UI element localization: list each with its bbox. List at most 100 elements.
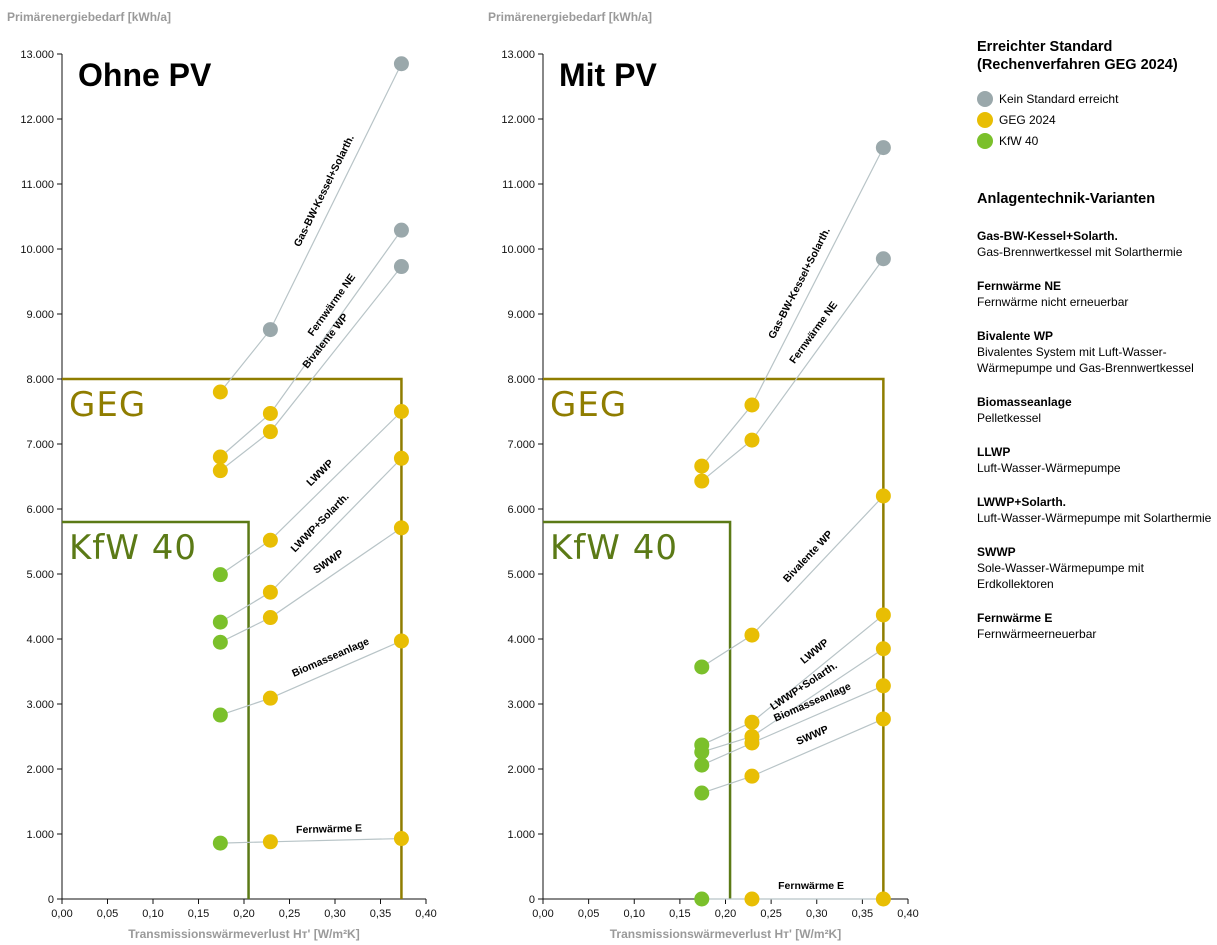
y-tick-label: 6.000 bbox=[26, 504, 54, 516]
data-point-bivalente-wp bbox=[262, 424, 278, 440]
variant-desc: Sole-Wasser-Wärmepumpe mit Erdkollektore… bbox=[977, 561, 1144, 591]
y-tick-label: 2.000 bbox=[507, 764, 535, 776]
threshold-label-kfw-40: KfW 40 bbox=[69, 528, 197, 568]
x-tick-label: 0,05 bbox=[97, 908, 118, 920]
y-tick-label: 0 bbox=[48, 894, 54, 906]
x-axis-label: Transmissionswärmeverlust Hᴛ' [W/m²K] bbox=[610, 927, 841, 941]
data-point-swwp bbox=[212, 634, 228, 650]
data-point-lwwp bbox=[875, 607, 891, 623]
panel-title: Ohne PV bbox=[78, 57, 212, 93]
x-tick-label: 0,05 bbox=[578, 908, 599, 920]
legend: Erreichter Standard (Rechenverfahren GEG… bbox=[977, 38, 1217, 660]
variant-item: Fernwärme NE Fernwärme nicht erneuerbar bbox=[977, 278, 1217, 310]
data-point-lwwp-solarth bbox=[212, 614, 228, 630]
variant-item: SWWP Sole-Wasser-Wärmepumpe mit Erdkollek… bbox=[977, 544, 1217, 592]
variant-desc: Fernwärme nicht erneuerbar bbox=[977, 295, 1129, 309]
variant-desc: Pelletkessel bbox=[977, 411, 1042, 425]
chart-panel-ohne-pv: Primärenergiebedarf [kWh/a] Transmissions… bbox=[7, 10, 437, 941]
variants-list: Gas-BW-Kessel+Solarth. Gas-Brennwertkesse… bbox=[977, 228, 1217, 642]
variant-item: LWWP+Solarth. Luft-Wasser-Wärmepumpe mit … bbox=[977, 494, 1217, 526]
x-tick-label: 0,15 bbox=[669, 908, 690, 920]
series-label-fernw-rme-e: Fernwärme E bbox=[296, 823, 362, 837]
threshold-line-kfw-40 bbox=[62, 520, 250, 899]
x-tick-label: 0,25 bbox=[760, 908, 781, 920]
data-point-fernw-rme-ne bbox=[744, 432, 760, 448]
variant-name: LWWP+Solarth. bbox=[977, 495, 1067, 509]
data-point-fernw-rme-ne bbox=[262, 405, 278, 421]
x-tick-label: 0,15 bbox=[188, 908, 209, 920]
data-point-bivalente-wp bbox=[694, 659, 710, 675]
x-tick-label: 0,40 bbox=[415, 908, 436, 920]
chart-stage: Primärenergiebedarf [kWh/a] Transmissions… bbox=[7, 10, 919, 941]
data-point-fernw-rme-e bbox=[744, 891, 760, 907]
variant-desc: Luft-Wasser-Wärmepumpe bbox=[977, 461, 1121, 475]
data-point-biomasseanlage bbox=[212, 707, 228, 723]
data-point-bivalente-wp bbox=[744, 627, 760, 643]
variant-name: Bivalente WP bbox=[977, 329, 1054, 343]
variant-name: SWWP bbox=[977, 545, 1016, 559]
legend-dot-geg bbox=[977, 111, 993, 128]
variant-desc: Gas-Brennwertkessel mit Solarthermie bbox=[977, 245, 1183, 259]
legend-label: GEG 2024 bbox=[999, 112, 1056, 127]
y-tick-label: 5.000 bbox=[507, 569, 535, 581]
data-point-biomasseanlage bbox=[694, 757, 710, 773]
y-tick-label: 11.000 bbox=[21, 179, 54, 191]
data-point-fernw-rme-ne bbox=[875, 251, 891, 267]
x-tick-label: 0,00 bbox=[51, 908, 72, 920]
y-tick-label: 12.000 bbox=[20, 114, 54, 126]
y-tick-label: 4.000 bbox=[507, 634, 535, 646]
y-tick-label: 11.000 bbox=[502, 179, 535, 191]
variant-name: Gas-BW-Kessel+Solarth. bbox=[977, 229, 1118, 243]
data-point-swwp bbox=[694, 785, 710, 801]
panel-title: Mit PV bbox=[559, 57, 657, 93]
series-label-lwwp: LWWP bbox=[304, 457, 336, 488]
y-tick-label: 10.000 bbox=[20, 244, 54, 256]
x-tick-label: 0,35 bbox=[370, 908, 391, 920]
legend-dot-none bbox=[977, 90, 993, 107]
series-label-lwwp-solarth: LWWP+Solarth. bbox=[289, 491, 352, 555]
data-point-fernw-rme-e bbox=[262, 834, 278, 850]
x-tick-label: 0,10 bbox=[142, 908, 163, 920]
variants-title: Anlagentechnik-Varianten bbox=[977, 191, 1156, 207]
y-tick-label: 3.000 bbox=[26, 699, 54, 711]
threshold-label-geg: GEG bbox=[69, 385, 146, 425]
legend-item-kfw: KfW 40 bbox=[977, 130, 1217, 151]
legend-dot-kfw bbox=[977, 132, 993, 149]
variant-name: Fernwärme NE bbox=[977, 279, 1062, 293]
series-line-fernw-rme-ne bbox=[219, 229, 402, 458]
y-tick-label: 13.000 bbox=[20, 49, 54, 61]
data-point-fernw-rme-ne bbox=[393, 222, 409, 238]
data-point-swwp bbox=[875, 711, 891, 727]
variant-item: Biomasseanlage Pelletkessel bbox=[977, 394, 1217, 426]
y-axis-label: Primärenergiebedarf [kWh/a] bbox=[488, 10, 652, 24]
data-point-lwwp-solarth bbox=[875, 641, 891, 657]
y-tick-label: 9.000 bbox=[507, 309, 535, 321]
data-point-swwp bbox=[262, 610, 278, 626]
data-point-biomasseanlage bbox=[744, 735, 760, 751]
data-point-lwwp bbox=[393, 404, 409, 419]
data-point-gas-bw-kessel-solarth bbox=[393, 56, 409, 72]
series-label-biomasseanlage: Biomasseanlage bbox=[290, 635, 371, 679]
y-tick-label: 12.000 bbox=[501, 114, 535, 126]
variant-desc: Bivalentes System mit Luft-Wasser-Wärmep… bbox=[977, 345, 1194, 375]
x-tick-label: 0,10 bbox=[624, 908, 645, 920]
y-tick-label: 8.000 bbox=[507, 374, 535, 386]
data-point-gas-bw-kessel-solarth bbox=[875, 140, 891, 156]
data-point-lwwp-solarth bbox=[694, 744, 710, 760]
data-point-gas-bw-kessel-solarth bbox=[744, 397, 760, 413]
x-tick-label: 0,25 bbox=[279, 908, 300, 920]
series-label-gas-bw-kessel-solarth: Gas-BW-Kessel+Solarth. bbox=[292, 133, 357, 249]
variant-name: LLWP bbox=[977, 445, 1011, 459]
data-point-fernw-rme-e bbox=[393, 831, 409, 847]
y-tick-label: 4.000 bbox=[26, 634, 54, 646]
legend-label: KfW 40 bbox=[999, 133, 1039, 148]
threshold-line-geg bbox=[543, 377, 885, 899]
legend-title: Erreichter Standard (Rechenverfahren GEG… bbox=[977, 39, 1178, 73]
series-label-fernw-rme-ne: Fernwärme NE bbox=[787, 299, 840, 366]
data-point-fernw-rme-e bbox=[694, 891, 710, 907]
data-point-biomasseanlage bbox=[262, 690, 278, 706]
y-tick-label: 1.000 bbox=[507, 829, 535, 841]
variant-item: Gas-BW-Kessel+Solarth. Gas-Brennwertkesse… bbox=[977, 228, 1217, 260]
y-tick-label: 10.000 bbox=[501, 244, 535, 256]
x-tick-label: 0,30 bbox=[324, 908, 345, 920]
